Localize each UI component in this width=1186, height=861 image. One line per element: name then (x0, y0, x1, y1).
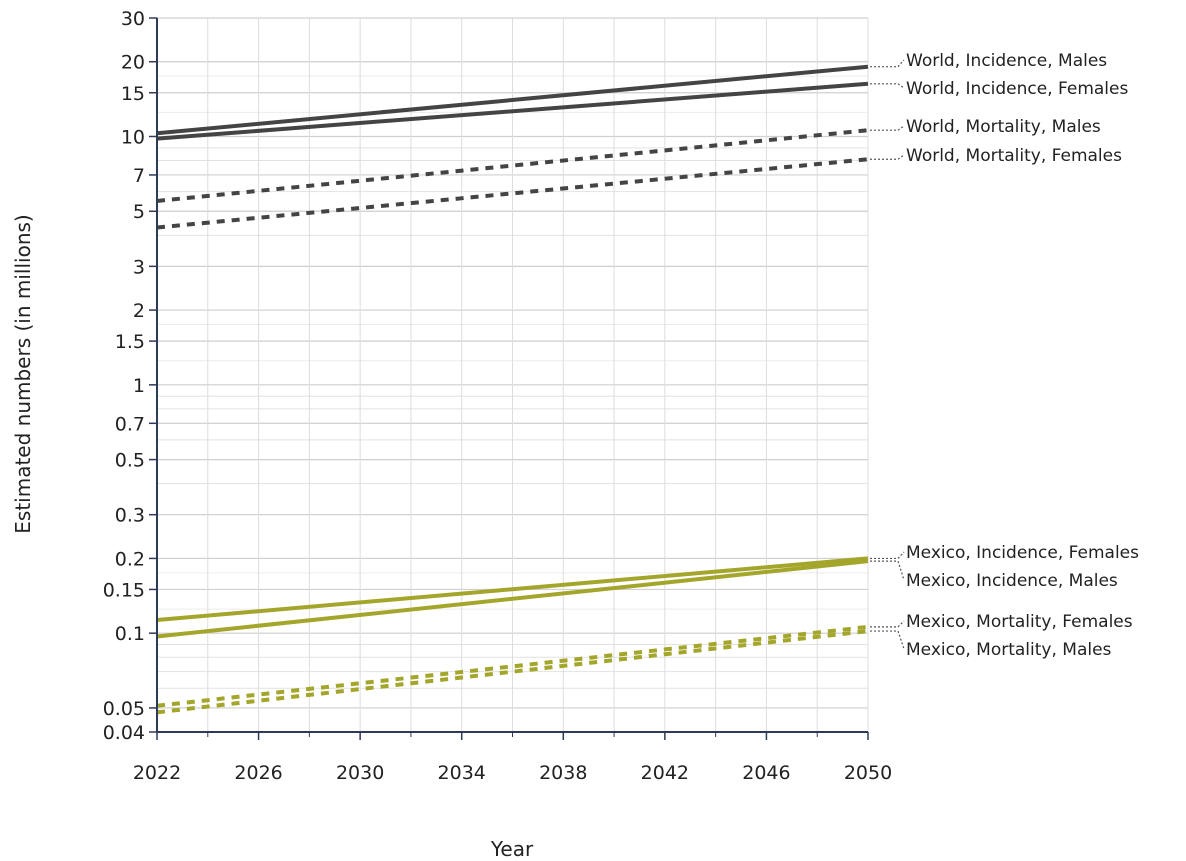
x-tick-label: 2046 (742, 762, 790, 784)
y-tick-label: 0.1 (115, 623, 145, 645)
y-tick-label: 0.2 (115, 548, 145, 570)
label-leader (870, 154, 905, 160)
series-label: Mexico, Mortality, Males (906, 640, 1112, 660)
series-line (156, 81, 869, 141)
axes (149, 17, 869, 740)
y-tick-label: 1.5 (115, 331, 145, 353)
y-tick-label: 0.04 (103, 722, 145, 744)
y-tick-label: 7 (133, 165, 145, 187)
y-tick-label: 20 (121, 52, 145, 74)
y-tick-label: 30 (121, 8, 145, 30)
x-tick-label: 2038 (539, 762, 587, 784)
y-tick-labels: 30 20 15 10 7 5 3 2 1.5 1 0.7 0.5 0.3 0.2 0.15 0.1 0.050… (103, 8, 145, 744)
series-labels: World, Incidence, Males World, Incidence,… (870, 51, 1139, 660)
series-label: Mexico, Mortality, Females (906, 612, 1133, 632)
series-line (156, 559, 869, 639)
x-tick-label: 2022 (133, 762, 181, 784)
label-leader (870, 83, 905, 89)
series-lines (156, 64, 869, 715)
y-tick-label: 5 (133, 201, 145, 223)
label-leader (870, 620, 905, 628)
y-tick-label: 0.7 (115, 413, 145, 435)
label-leader (870, 551, 905, 560)
series-label: World, Mortality, Females (906, 146, 1122, 166)
series-line (156, 556, 869, 622)
y-tick-label: 0.05 (103, 698, 145, 720)
y-tick-label: 2 (133, 300, 145, 322)
x-tick-label: 2030 (336, 762, 384, 784)
label-leader (870, 125, 905, 131)
x-axis-title: Year (490, 837, 534, 861)
y-tick-label: 0.5 (115, 450, 145, 472)
y-tick-label: 3 (133, 256, 145, 278)
series-line (156, 64, 869, 136)
x-tick-labels: 2022 2026 2030 2034 2038 2042 2046 2050 (133, 762, 892, 784)
x-tick-label: 2050 (844, 762, 892, 784)
series-label: World, Incidence, Females (906, 79, 1128, 99)
y-tick-label: 1 (133, 375, 145, 397)
y-tick-label: 10 (121, 126, 145, 148)
series-label: World, Incidence, Males (906, 51, 1107, 71)
y-axis-title: Estimated numbers (in millions) (11, 214, 35, 533)
y-tick-label: 15 (121, 83, 145, 105)
x-tick-label: 2026 (234, 762, 282, 784)
label-leader (870, 560, 905, 581)
y-tick-label: 0.15 (103, 579, 145, 601)
y-tick-label: 0.3 (115, 505, 145, 527)
x-tick-label: 2042 (641, 762, 689, 784)
series-label: World, Mortality, Males (906, 117, 1101, 137)
label-leader (870, 630, 905, 650)
series-label: Mexico, Incidence, Females (906, 543, 1139, 563)
x-tick-label: 2034 (438, 762, 486, 784)
label-leader (870, 59, 905, 68)
series-label: Mexico, Incidence, Males (906, 571, 1118, 591)
